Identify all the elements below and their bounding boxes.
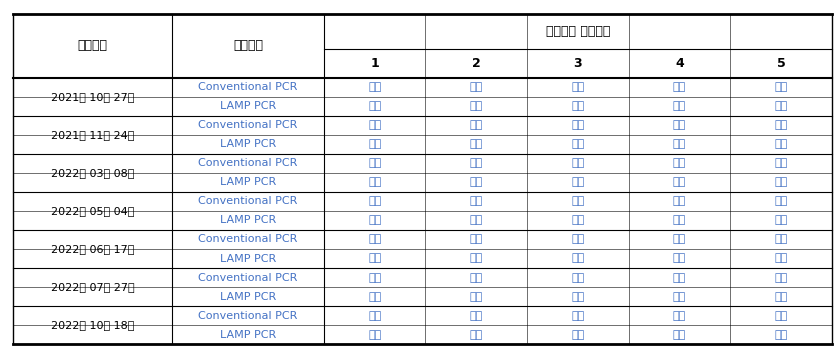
Text: 2022년 03월 08일: 2022년 03월 08일 [51, 168, 134, 178]
Text: 음성: 음성 [368, 273, 381, 282]
Text: 음성: 음성 [673, 120, 686, 130]
Text: 음성: 음성 [368, 177, 381, 187]
Text: 음성: 음성 [673, 177, 686, 187]
Text: 음성: 음성 [673, 253, 686, 263]
Text: 음성: 음성 [673, 234, 686, 245]
Text: 음성: 음성 [470, 101, 483, 111]
Text: 검정일자: 검정일자 [78, 40, 107, 52]
Text: 음성: 음성 [571, 158, 584, 168]
Text: 음성: 음성 [673, 273, 686, 282]
Text: 음성: 음성 [774, 253, 788, 263]
Text: 음성: 음성 [774, 292, 788, 301]
Text: LAMP PCR: LAMP PCR [220, 253, 276, 263]
Text: 3: 3 [573, 57, 582, 70]
Text: LAMP PCR: LAMP PCR [220, 215, 276, 226]
Text: LAMP PCR: LAMP PCR [220, 101, 276, 111]
Text: 음성: 음성 [673, 82, 686, 92]
Text: 음성: 음성 [368, 311, 381, 321]
Text: 음성: 음성 [470, 196, 483, 207]
Text: 미끼식물 검정결과: 미끼식물 검정결과 [546, 25, 610, 38]
Text: Conventional PCR: Conventional PCR [198, 158, 298, 168]
Text: 음성: 음성 [774, 82, 788, 92]
Text: 음성: 음성 [673, 330, 686, 340]
Text: 음성: 음성 [368, 330, 381, 340]
Text: 음성: 음성 [774, 177, 788, 187]
Text: 음성: 음성 [571, 120, 584, 130]
Text: 음성: 음성 [368, 253, 381, 263]
Text: 음성: 음성 [571, 253, 584, 263]
Text: 음성: 음성 [368, 120, 381, 130]
Text: 음성: 음성 [571, 215, 584, 226]
Text: 2021년 10월 27일: 2021년 10월 27일 [51, 92, 134, 102]
Text: 음성: 음성 [774, 158, 788, 168]
Text: 음성: 음성 [368, 234, 381, 245]
Text: 2022년 10월 18일: 2022년 10월 18일 [51, 320, 134, 330]
Text: 음성: 음성 [470, 292, 483, 301]
Text: 음성: 음성 [470, 158, 483, 168]
Text: 음성: 음성 [571, 196, 584, 207]
Text: 2022년 06월 17일: 2022년 06월 17일 [51, 244, 134, 254]
Text: 음성: 음성 [571, 177, 584, 187]
Text: Conventional PCR: Conventional PCR [198, 273, 298, 282]
Text: 음성: 음성 [571, 273, 584, 282]
Text: LAMP PCR: LAMP PCR [220, 330, 276, 340]
Text: 음성: 음성 [368, 196, 381, 207]
Text: 음성: 음성 [571, 101, 584, 111]
Text: 검정방법: 검정방법 [233, 40, 263, 52]
Text: Conventional PCR: Conventional PCR [198, 120, 298, 130]
Text: 음성: 음성 [368, 215, 381, 226]
Text: 5: 5 [777, 57, 785, 70]
Text: 음성: 음성 [470, 215, 483, 226]
Text: 음성: 음성 [368, 82, 381, 92]
Text: 음성: 음성 [470, 330, 483, 340]
Text: 음성: 음성 [774, 234, 788, 245]
Text: 음성: 음성 [774, 120, 788, 130]
Text: 음성: 음성 [774, 101, 788, 111]
Text: 음성: 음성 [571, 139, 584, 149]
Text: LAMP PCR: LAMP PCR [220, 177, 276, 187]
Text: Conventional PCR: Conventional PCR [198, 234, 298, 245]
Text: 음성: 음성 [774, 311, 788, 321]
Text: 음성: 음성 [571, 292, 584, 301]
Text: 음성: 음성 [774, 139, 788, 149]
Text: 음성: 음성 [774, 330, 788, 340]
Text: 음성: 음성 [571, 82, 584, 92]
Text: 음성: 음성 [673, 196, 686, 207]
Text: 음성: 음성 [470, 273, 483, 282]
Text: Conventional PCR: Conventional PCR [198, 196, 298, 207]
Text: 4: 4 [675, 57, 684, 70]
Text: 음성: 음성 [673, 311, 686, 321]
Text: 2021년 11월 24일: 2021년 11월 24일 [51, 130, 134, 140]
Text: 1: 1 [370, 57, 379, 70]
Text: 음성: 음성 [673, 158, 686, 168]
Text: LAMP PCR: LAMP PCR [220, 292, 276, 301]
Text: 음성: 음성 [368, 158, 381, 168]
Text: 음성: 음성 [470, 82, 483, 92]
Text: 음성: 음성 [470, 253, 483, 263]
Text: 음성: 음성 [470, 177, 483, 187]
Text: 음성: 음성 [673, 215, 686, 226]
Text: 음성: 음성 [774, 196, 788, 207]
Text: 음성: 음성 [571, 330, 584, 340]
Text: 음성: 음성 [571, 234, 584, 245]
Text: 음성: 음성 [673, 139, 686, 149]
Text: 음성: 음성 [470, 311, 483, 321]
Text: LAMP PCR: LAMP PCR [220, 139, 276, 149]
Text: Conventional PCR: Conventional PCR [198, 311, 298, 321]
Text: 음성: 음성 [470, 139, 483, 149]
Text: 음성: 음성 [571, 311, 584, 321]
Text: Conventional PCR: Conventional PCR [198, 82, 298, 92]
Text: 2022년 05월 04일: 2022년 05월 04일 [51, 206, 134, 216]
Text: 음성: 음성 [673, 292, 686, 301]
Text: 2: 2 [472, 57, 481, 70]
Text: 음성: 음성 [470, 120, 483, 130]
Text: 음성: 음성 [368, 139, 381, 149]
Text: 음성: 음성 [774, 215, 788, 226]
Text: 음성: 음성 [368, 101, 381, 111]
Text: 음성: 음성 [470, 234, 483, 245]
Text: 2022년 07월 27일: 2022년 07월 27일 [51, 282, 135, 292]
Text: 음성: 음성 [774, 273, 788, 282]
Text: 음성: 음성 [368, 292, 381, 301]
Text: 음성: 음성 [673, 101, 686, 111]
